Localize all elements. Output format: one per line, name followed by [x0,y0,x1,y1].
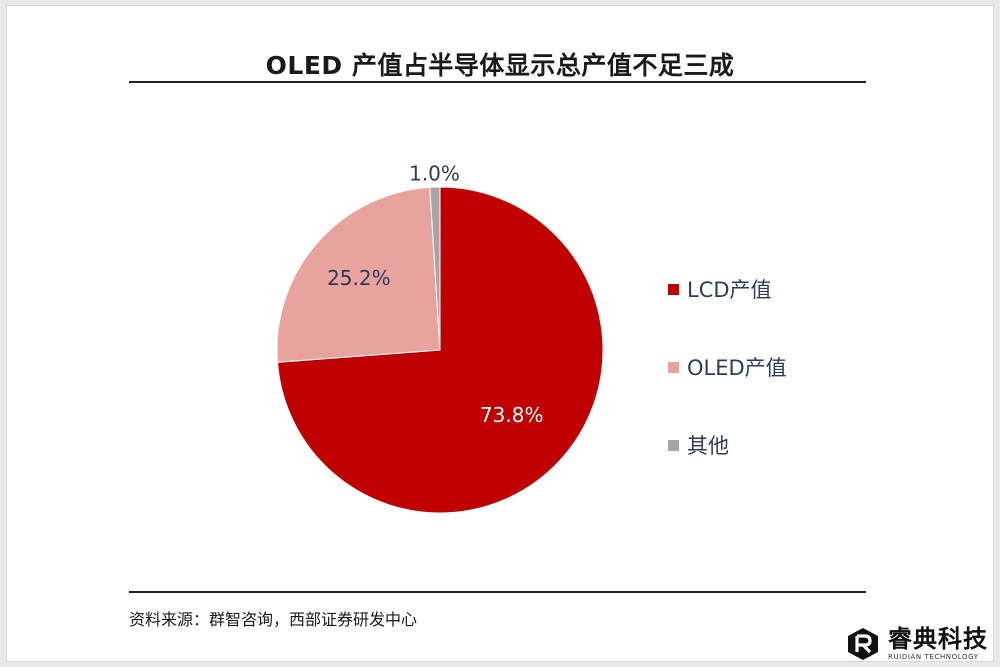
legend-item-other: 其他 [660,406,787,484]
pie-slice-other [429,186,441,351]
footer-divider [129,591,866,593]
legend-swatch-other [668,439,679,451]
legend-label-oled: OLED产值 [687,356,787,380]
logo-name-en: RUIDIAN TECHNOLOGY [888,653,979,661]
pie-slice-oled [276,186,441,363]
logo-mark-icon [848,628,878,660]
logo-name-cn: 睿典科技 [888,625,988,653]
source-note: 资料来源：群智咨询，西部证券研发中心 [129,610,418,629]
legend-swatch-oled [668,361,679,373]
legend-item-oled: OLED产值 [660,328,787,406]
legend-label-other: 其他 [687,434,729,458]
legend-label-lcd: LCD产值 [687,278,772,302]
legend-swatch-lcd [668,283,679,295]
legend-item-lcd: LCD产值 [660,250,787,328]
chart-title: OLED 产值占半导体显示总产值不足三成 [265,51,735,80]
data-label-other: 1.0% [409,162,460,186]
legend: LCD产值 OLED产值 其他 [660,250,787,484]
data-label-lcd: 73.8% [480,403,544,427]
data-label-oled: 25.2% [327,266,391,290]
title-divider [129,81,866,83]
brand-logo: 睿典科技 RUIDIAN TECHNOLOGY [846,627,988,661]
